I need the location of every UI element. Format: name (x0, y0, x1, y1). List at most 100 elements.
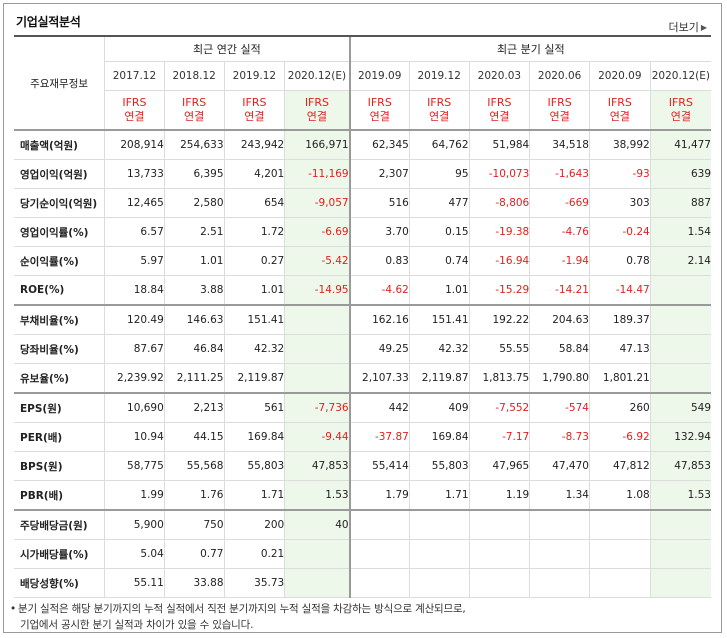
row-value: 58,775 (104, 451, 165, 481)
row-value: -11,169 (284, 159, 351, 189)
row-value (649, 568, 711, 598)
row-value (408, 539, 470, 569)
table-row: EPS(원) 10,690 2,213 561 -7,736 442 409 -7,552 -5… (14, 392, 711, 423)
row-value: 2,307 (348, 159, 410, 189)
row-value: 5,900 (104, 509, 165, 540)
table-row: 유보율(%) 2,239.92 2,111.25 2,119.87 2,107.33 2,… (14, 363, 711, 394)
row-value: 561 (223, 392, 286, 423)
row-value: 200 (223, 509, 286, 540)
panel-title: 기업실적분석 (16, 15, 81, 29)
header-quarter-year: 2020.09 (588, 61, 651, 91)
row-value: 1.19 (468, 480, 531, 511)
row-value: -8,806 (468, 188, 531, 218)
row-value: 887 (649, 188, 711, 218)
row-value: 47,965 (468, 451, 531, 481)
row-label: 당기순이익(억원) (14, 188, 106, 218)
row-value: 46.84 (163, 334, 225, 364)
row-value: 516 (348, 188, 410, 218)
row-value (649, 363, 711, 394)
row-label: 배당성향(%) (14, 568, 106, 598)
table-row: 영업이익률(%) 6.57 2.51 1.72 -6.69 3.70 0.15 -19.38-… (14, 217, 711, 247)
row-value (408, 568, 470, 598)
row-value: 254,633 (163, 129, 225, 160)
row-value: 442 (348, 392, 410, 423)
row-value: -9,057 (284, 188, 351, 218)
row-label: PBR(배) (14, 480, 106, 511)
header-annual-year: 2020.12(E) (284, 61, 351, 91)
row-value (408, 509, 470, 540)
row-value: 549 (649, 392, 711, 423)
standard-consolidated: 연결 (244, 110, 265, 123)
row-value (649, 539, 711, 569)
row-value: 1.34 (529, 480, 590, 511)
standard-consolidated: 연결 (184, 110, 205, 123)
row-value: 0.78 (588, 246, 651, 276)
header-standard: IFRS 연결 (284, 90, 351, 131)
row-value: 132.94 (649, 422, 711, 452)
table-row: 영업이익(억원) 13,733 6,395 4,201 -11,169 2,307 95 -1… (14, 159, 711, 189)
row-value: 47,470 (529, 451, 590, 481)
table-row: 배당성향(%) 55.11 33.88 35.73 (14, 568, 711, 598)
row-value (649, 275, 711, 306)
header-annual-year: 2019.12 (223, 61, 286, 91)
standard-ifrs: IFRS (367, 96, 392, 109)
row-value: 477 (408, 188, 470, 218)
row-value: 2.51 (163, 217, 225, 247)
row-value: -1.94 (529, 246, 590, 276)
row-label: ROE(%) (14, 275, 106, 306)
row-value: 0.74 (408, 246, 470, 276)
row-value (348, 568, 410, 598)
row-value: 64,762 (408, 129, 470, 160)
row-value: 41,477 (649, 129, 711, 160)
row-value: 1.01 (408, 275, 470, 306)
table-row: PER(배) 10.94 44.15 169.84 -9.44 -37.87 169.84-… (14, 422, 711, 452)
row-value: 1.01 (163, 246, 225, 276)
bullet-icon: • (10, 603, 16, 615)
row-value: 243,942 (223, 129, 286, 160)
table-row: ROE(%) 18.84 3.88 1.01 -14.95 -4.62 1.01 -15.29… (14, 275, 711, 306)
row-value: 38,992 (588, 129, 651, 160)
footnote-line-2: 기업에서 공시한 분기 실적과 차이가 있을 수 있습니다. (20, 619, 254, 631)
header-annual-year: 2017.12 (104, 61, 165, 91)
row-value: 151.41 (408, 304, 470, 335)
row-value: 51,984 (468, 129, 531, 160)
row-value: -16.94 (468, 246, 531, 276)
standard-consolidated: 연결 (549, 110, 570, 123)
standard-ifrs: IFRS (547, 96, 572, 109)
row-value: 169.84 (408, 422, 470, 452)
standard-consolidated: 연결 (609, 110, 630, 123)
row-value (348, 509, 410, 540)
row-value (649, 334, 711, 364)
header-standard: IFRS 연결 (163, 90, 225, 131)
row-value: -1,643 (529, 159, 590, 189)
row-value (348, 539, 410, 569)
row-value: -19.38 (468, 217, 531, 247)
row-value (529, 509, 590, 540)
standard-consolidated: 연결 (670, 110, 691, 123)
more-link[interactable]: 더보기 ▶ (668, 19, 707, 35)
row-value: 87.67 (104, 334, 165, 364)
row-value (649, 509, 711, 540)
row-value: 6.57 (104, 217, 165, 247)
row-value (284, 539, 351, 569)
row-value: -14.47 (588, 275, 651, 306)
standard-consolidated: 연결 (306, 110, 328, 123)
standard-ifrs: IFRS (487, 96, 512, 109)
row-value: 750 (163, 509, 225, 540)
table-row: BPS(원) 58,775 55,568 55,803 47,853 55,414 55,8… (14, 451, 711, 481)
row-value: 0.21 (223, 539, 286, 569)
row-value (588, 568, 651, 598)
row-value: 47,853 (649, 451, 711, 481)
footnote-line-1: 분기 실적은 해당 분기까지의 누적 실적에서 직전 분기까지의 누적 실적을 … (18, 603, 466, 615)
row-value: 260 (588, 392, 651, 423)
row-value (284, 304, 351, 335)
row-value: 55,803 (223, 451, 286, 481)
header-quarter-year: 2019.12 (408, 61, 470, 91)
row-value: 47,812 (588, 451, 651, 481)
row-value: 1.54 (649, 217, 711, 247)
table-row: PBR(배) 1.99 1.76 1.71 1.53 1.79 1.71 1.19 1.34 1.… (14, 480, 711, 511)
row-value: 1.71 (223, 480, 286, 511)
row-value: 5.97 (104, 246, 165, 276)
row-value: 639 (649, 159, 711, 189)
standard-consolidated: 연결 (489, 110, 510, 123)
